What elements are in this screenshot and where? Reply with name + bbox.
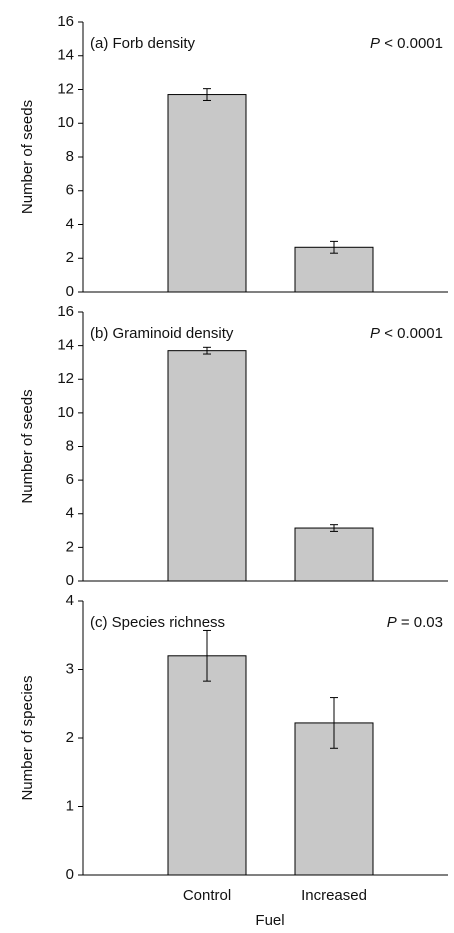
y-tick-label: 0 bbox=[66, 572, 74, 589]
p-symbol: P bbox=[370, 325, 380, 342]
y-tick-label: 2 bbox=[66, 249, 74, 266]
p-text: < 0.0001 bbox=[384, 35, 443, 52]
y-tick-label: 2 bbox=[66, 729, 74, 746]
y-tick-label: 14 bbox=[57, 47, 74, 64]
y-axis-label: Number of seeds bbox=[19, 100, 36, 214]
y-tick-label: 4 bbox=[66, 215, 74, 232]
x-tick-label: Control bbox=[183, 887, 231, 904]
y-tick-label: 4 bbox=[66, 505, 74, 522]
error-bar bbox=[203, 346, 211, 355]
p-value: P < 0.0001 bbox=[370, 325, 443, 342]
y-tick-label: 14 bbox=[57, 337, 74, 354]
bar bbox=[167, 350, 247, 582]
p-text: < 0.0001 bbox=[384, 325, 443, 342]
y-tick-label: 6 bbox=[66, 471, 74, 488]
y-tick-label: 2 bbox=[66, 538, 74, 555]
y-tick-label: 8 bbox=[66, 148, 74, 165]
y-tick-label: 0 bbox=[66, 283, 74, 300]
x-axis-label: Fuel bbox=[255, 912, 284, 929]
p-symbol: P bbox=[370, 35, 380, 52]
error-bar bbox=[203, 88, 211, 101]
bar bbox=[294, 246, 374, 293]
y-tick-label: 3 bbox=[66, 660, 74, 677]
y-tick-label: 10 bbox=[57, 114, 74, 131]
y-tick-label: 0 bbox=[66, 866, 74, 883]
p-symbol: P bbox=[387, 614, 397, 631]
bar bbox=[167, 94, 247, 293]
y-tick-label: 6 bbox=[66, 182, 74, 199]
y-axis-label: Number of seeds bbox=[19, 389, 36, 503]
error-bar bbox=[330, 524, 338, 532]
error-bar bbox=[330, 697, 338, 749]
y-axis-label: Number of species bbox=[19, 675, 36, 800]
p-value: P < 0.0001 bbox=[370, 35, 443, 52]
p-value: P = 0.03 bbox=[387, 614, 443, 631]
p-text: = 0.03 bbox=[401, 614, 443, 631]
y-tick-label: 12 bbox=[57, 80, 74, 97]
error-bar bbox=[203, 629, 211, 682]
y-tick-label: 16 bbox=[57, 303, 74, 320]
bar bbox=[294, 527, 374, 582]
x-tick-label: Increased bbox=[301, 887, 367, 904]
error-bar bbox=[330, 240, 338, 254]
panel-title: (a) Forb density bbox=[90, 35, 196, 52]
y-tick-label: 4 bbox=[66, 592, 74, 609]
y-tick-label: 12 bbox=[57, 370, 74, 387]
y-tick-label: 16 bbox=[57, 13, 74, 30]
panel-title: (b) Graminoid density bbox=[90, 325, 234, 342]
y-tick-label: 1 bbox=[66, 797, 74, 814]
y-tick-label: 10 bbox=[57, 404, 74, 421]
y-tick-label: 8 bbox=[66, 437, 74, 454]
panel-title: (c) Species richness bbox=[90, 614, 225, 631]
bar bbox=[167, 655, 247, 876]
